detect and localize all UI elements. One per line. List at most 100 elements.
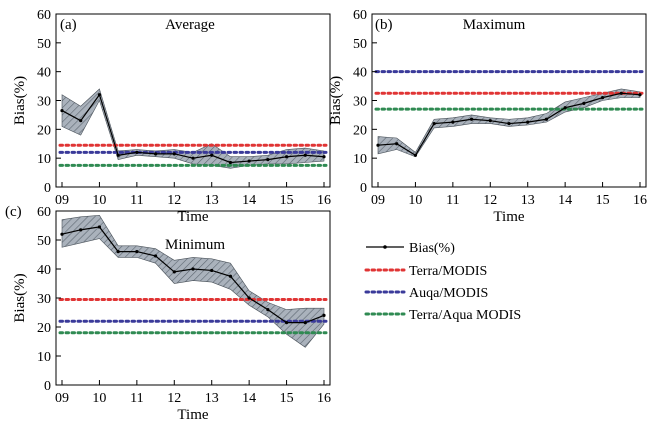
bias-point-c-5: [153, 254, 158, 258]
bias-point-a-14: [322, 155, 326, 159]
y-tick-label-b-0: 0: [360, 181, 367, 196]
bias-point-b-13: [619, 91, 623, 95]
bias-point-c-14: [322, 313, 326, 317]
bias-point-b-0: [376, 143, 380, 147]
y-tick-label-a-4: 40: [37, 66, 51, 81]
y-tick-label-c-0: 0: [44, 379, 51, 394]
y-tick-label-b-1: 10: [353, 152, 367, 167]
x-axis-label-b: Time: [493, 209, 524, 225]
bias-point-a-9: [228, 160, 233, 165]
legend-item-bias: Bias(%): [366, 241, 455, 256]
y-axis-label-a: Bias(%): [12, 76, 28, 125]
bias-point-b-7: [507, 121, 511, 126]
y-tick-label-c-3: 30: [37, 292, 51, 307]
plot-frame-b: [371, 13, 647, 188]
bias-point-a-10: [247, 159, 251, 163]
panel-a: 0 10 20 30 40 50 60 09 10 11 12 13 14 15 16 Time Bias(%)…: [12, 8, 331, 225]
x-tick-label-a-5: 14: [242, 193, 256, 208]
bias-point-a-13: [303, 153, 307, 157]
legend-item-terra: Terra/MODIS: [364, 264, 487, 279]
bias-point-c-3: [116, 250, 120, 254]
bias-point-b-5: [469, 117, 474, 121]
bias-point-b-1: [395, 142, 399, 146]
bias-point-a-8: [210, 153, 214, 157]
x-tick-label-b-1: 10: [408, 193, 422, 208]
panel-tag-b: (b): [375, 17, 393, 33]
y-tick-label-c-1: 10: [37, 350, 51, 365]
bias-point-c-2: [97, 225, 102, 229]
bias-point-c-4: [135, 250, 139, 254]
bias-point-b-11: [582, 101, 586, 105]
x-tick-label-c-4: 13: [205, 391, 219, 406]
y-tick-label-c-6: 60: [37, 205, 51, 220]
y-tick-label-a-6: 60: [37, 8, 51, 23]
x-tick-label-b-7: 16: [633, 193, 647, 208]
x-tick-label-b-5: 14: [558, 193, 572, 208]
x-axis-label-c: Time: [177, 407, 208, 423]
bias-point-b-10: [563, 106, 567, 110]
x-tick-label-a-4: 13: [205, 193, 219, 208]
x-tick-label-a-2: 11: [130, 193, 143, 208]
x-tick-label-c-5: 14: [242, 391, 256, 406]
bias-point-b-9: [544, 117, 549, 121]
bias-point-b-2: [413, 153, 418, 157]
panel-tag-c: (c): [5, 204, 22, 220]
legend-label-bias: Bias(%): [409, 241, 455, 256]
panel-title-c: Minimum: [165, 237, 225, 253]
legend-label-terra-aqua: Terra/Aqua MODIS: [409, 308, 521, 323]
bias-point-b-8: [526, 120, 530, 124]
y-tick-label-b-6: 60: [353, 8, 367, 23]
y-tick-label-b-5: 50: [353, 37, 367, 52]
bias-point-a-2: [97, 93, 102, 97]
bias-point-c-13: [303, 321, 307, 325]
legend-label-aqua: Auqa/MODIS: [409, 286, 488, 301]
x-tick-label-c-3: 12: [167, 391, 181, 406]
bias-point-c-11: [266, 308, 270, 312]
x-tick-label-c-7: 16: [317, 391, 331, 406]
bias-point-a-12: [284, 155, 289, 159]
y-tick-label-a-0: 0: [44, 181, 51, 196]
bias-point-a-4: [135, 150, 139, 154]
bias-point-c-8: [210, 268, 214, 273]
y-tick-label-a-2: 20: [37, 123, 51, 138]
y-tick-label-a-3: 30: [37, 95, 51, 110]
bias-point-a-5: [153, 152, 158, 156]
bias-point-c-7: [191, 267, 195, 271]
y-tick-label-c-2: 20: [37, 321, 51, 336]
panel-tag-a: (a): [60, 17, 77, 33]
x-tick-label-b-3: 12: [483, 193, 497, 208]
x-tick-label-a-6: 15: [280, 193, 294, 208]
bias-point-a-1: [79, 119, 83, 123]
bias-point-c-6: [172, 270, 176, 274]
legend-marker-bias: [383, 245, 387, 249]
bias-point-a-7: [191, 156, 195, 160]
x-tick-label-a-0: 09: [55, 193, 69, 208]
y-tick-label-c-4: 40: [37, 263, 51, 278]
panel-title-b: Maximum: [463, 17, 526, 33]
bias-point-b-12: [600, 96, 605, 100]
bias-point-c-12: [284, 321, 289, 325]
y-axis-label-b: Bias(%): [328, 76, 344, 125]
bias-point-a-6: [172, 152, 176, 156]
bias-point-b-14: [638, 93, 642, 97]
y-tick-label-b-2: 20: [353, 123, 367, 138]
y-tick-label-a-5: 50: [37, 37, 51, 52]
panel-title-a: Average: [165, 17, 215, 33]
x-tick-label-b-0: 09: [371, 193, 385, 208]
x-tick-label-a-7: 16: [317, 193, 331, 208]
bias-point-c-0: [60, 232, 64, 236]
x-tick-label-a-1: 10: [92, 193, 106, 208]
x-tick-label-b-2: 11: [446, 193, 459, 208]
y-tick-label-c-5: 50: [37, 234, 51, 249]
y-tick-label-a-1: 10: [37, 152, 51, 167]
panel-b: 0 10 20 30 40 50 60 09 10 11 12 13 14 15 16 Time Bias(%)…: [328, 8, 647, 225]
x-tick-label-c-1: 10: [92, 391, 106, 406]
bias-point-b-6: [488, 119, 492, 123]
y-tick-label-b-3: 30: [353, 95, 367, 110]
x-tick-label-a-3: 12: [167, 193, 181, 208]
y-tick-label-b-4: 40: [353, 66, 367, 81]
x-tick-label-c-2: 11: [130, 391, 143, 406]
bias-point-b-3: [432, 121, 436, 126]
bias-point-b-4: [451, 120, 455, 124]
